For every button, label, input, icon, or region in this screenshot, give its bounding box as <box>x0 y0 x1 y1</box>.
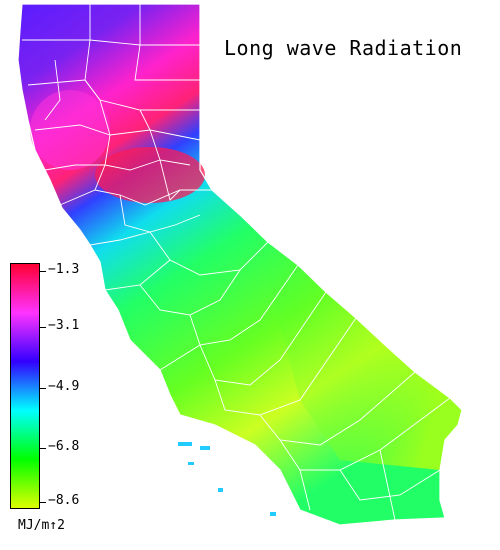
hotspot-red <box>95 147 205 203</box>
legend-tick-label: −8.6 <box>48 493 80 508</box>
legend-tick-mark <box>40 502 46 503</box>
legend-tick-label: −1.3 <box>48 262 80 277</box>
legend-tick-label: −4.9 <box>48 379 80 394</box>
legend-tick-mark <box>40 327 46 328</box>
southeast-tint <box>260 250 462 470</box>
state-outline <box>17 3 463 526</box>
map-title: Long wave Radiation <box>224 36 463 60</box>
legend-tick-label: −3.1 <box>48 318 80 333</box>
legend-unit-label: MJ/m↑2 <box>18 518 65 533</box>
hotspot-magenta <box>30 90 110 170</box>
color-scale-bar <box>10 263 40 509</box>
legend-tick-label: −6.8 <box>48 439 80 454</box>
legend-tick-mark <box>40 271 46 272</box>
legend-tick-mark <box>40 388 46 389</box>
legend-tick-mark <box>40 448 46 449</box>
channel-islands <box>178 442 276 516</box>
county-borders <box>22 4 451 521</box>
